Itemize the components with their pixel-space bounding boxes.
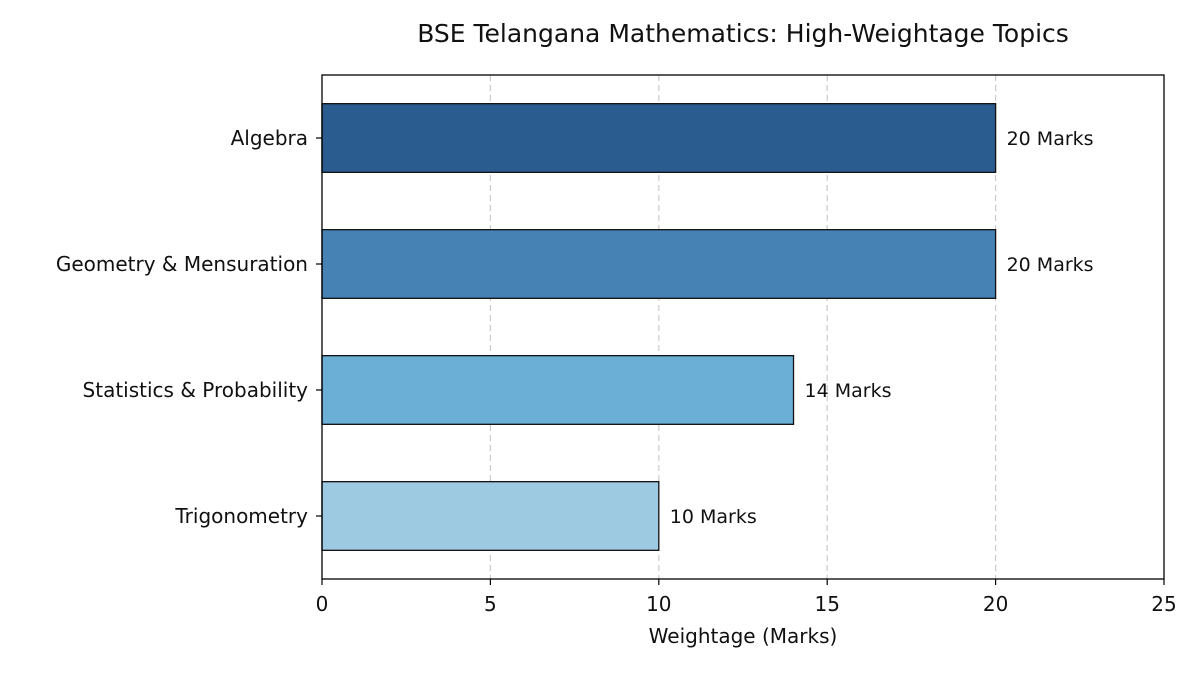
x-axis-label: Weightage (Marks) <box>649 624 838 648</box>
category-label: Geometry & Mensuration <box>56 252 308 276</box>
x-tick-label: 15 <box>814 592 839 616</box>
x-tick-label: 25 <box>1151 592 1176 616</box>
x-tick-label: 20 <box>983 592 1008 616</box>
x-tick-label: 0 <box>316 592 329 616</box>
bar <box>321 229 997 299</box>
bars <box>321 103 997 551</box>
x-ticks: 0 5 10 15 20 25 <box>316 579 1177 616</box>
plot-frame <box>321 74 1165 580</box>
category-labels: Algebra Geometry & Mensuration Statistics … <box>56 126 322 528</box>
data-label: 20 Marks <box>1007 128 1094 150</box>
x-tick-label: 5 <box>484 592 497 616</box>
data-labels: 20 Marks 20 Marks 14 Marks 10 Marks <box>670 128 1094 528</box>
bar <box>321 355 795 425</box>
bar <box>321 103 997 173</box>
bar <box>321 481 660 551</box>
data-label: 20 Marks <box>1007 254 1094 276</box>
category-label: Trigonometry <box>174 504 308 528</box>
x-tick-label: 10 <box>646 592 671 616</box>
chart-title: BSE Telangana Mathematics: High-Weightag… <box>417 19 1069 48</box>
category-label: Statistics & Probability <box>83 378 309 402</box>
category-label: Algebra <box>231 126 308 150</box>
data-label: 14 Marks <box>805 380 892 402</box>
data-label: 10 Marks <box>670 506 757 528</box>
